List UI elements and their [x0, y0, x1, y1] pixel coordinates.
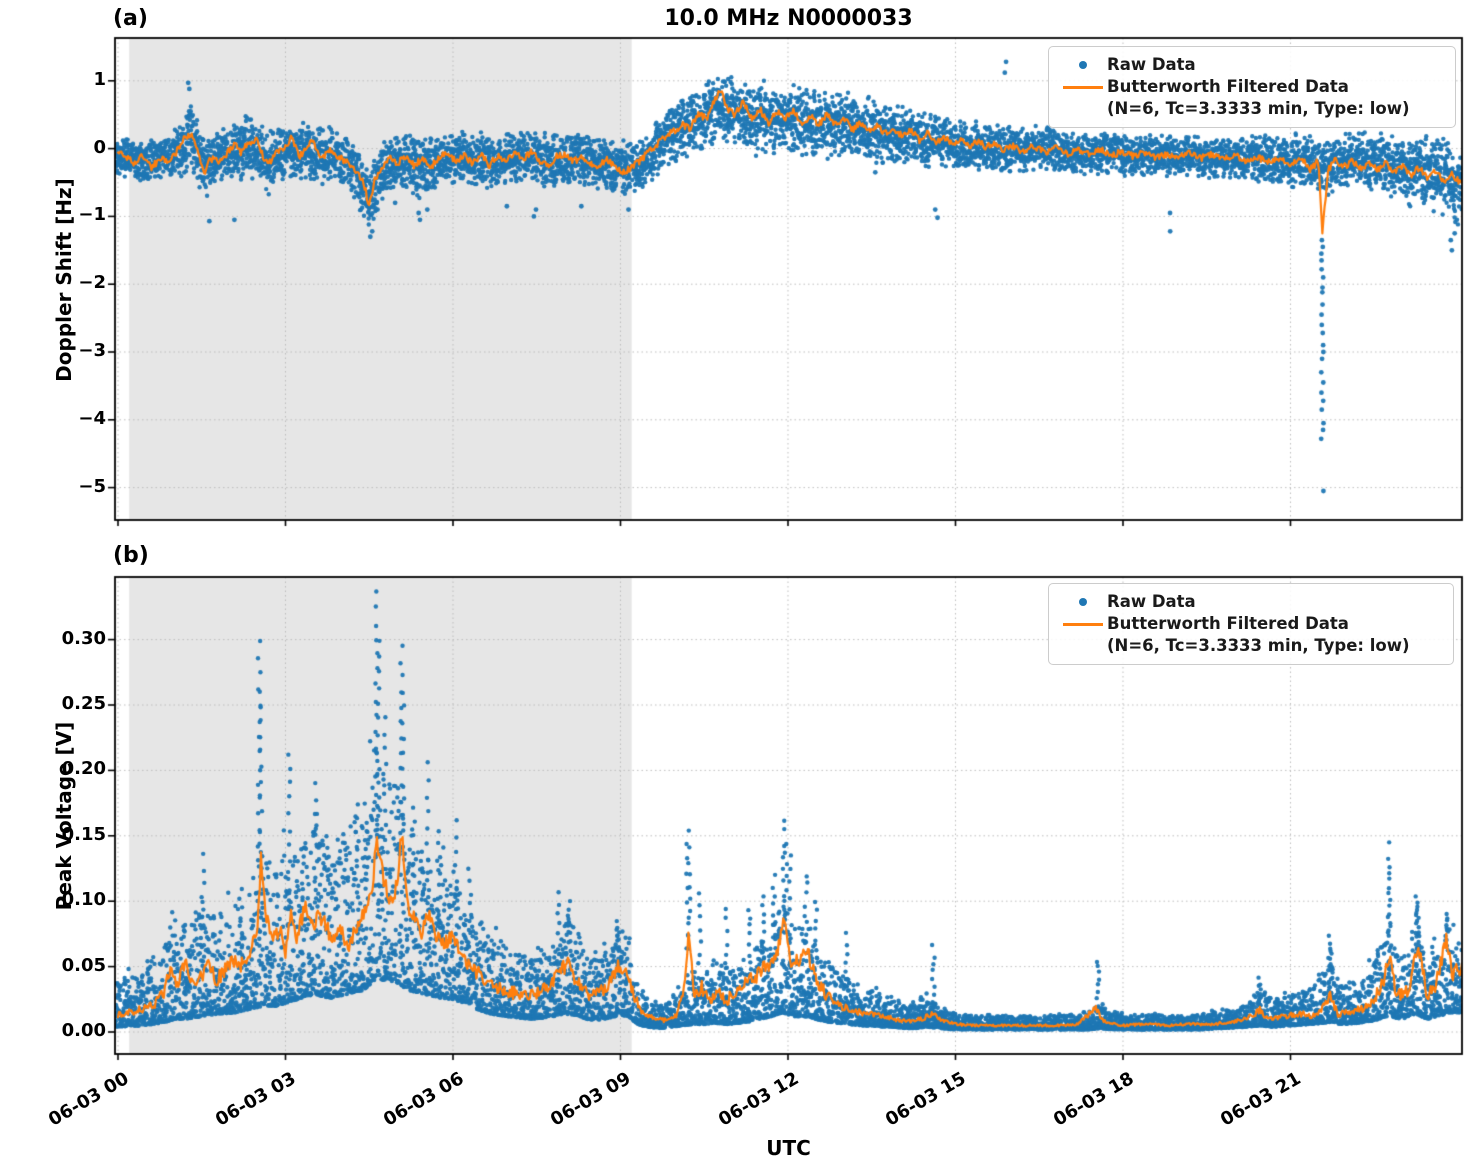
y-tick-label-b-0.30: 0.30 — [61, 627, 106, 649]
legend-entry-filtered: Butterworth Filtered Data (N=6, Tc=3.333… — [1059, 76, 1443, 120]
y-tick-label-a-−5: −5 — [78, 475, 106, 497]
legend-filtered-sublabel: (N=6, Tc=3.3333 min, Type: low) — [1107, 99, 1410, 118]
panel-a-label: (a) — [113, 6, 148, 31]
raw-data-marker-icon — [1059, 591, 1107, 613]
legend-panel-b: Raw Data Butterworth Filtered Data (N=6,… — [1048, 583, 1454, 665]
legend-raw-label: Raw Data — [1107, 592, 1196, 611]
legend-filtered-sublabel: (N=6, Tc=3.3333 min, Type: low) — [1107, 636, 1410, 655]
legend-entry-raw: Raw Data — [1059, 591, 1441, 613]
y-tick-label-a-−3: −3 — [78, 340, 106, 361]
legend-filtered-label: Butterworth Filtered Data — [1107, 614, 1349, 633]
y-tick-label-a-1: 1 — [93, 68, 106, 90]
x-axis-label: UTC — [766, 1136, 811, 1160]
y-tick-label-b-0.15: 0.15 — [61, 823, 106, 845]
y-tick-label-b-0.05: 0.05 — [61, 954, 106, 976]
panel-b-label: (b) — [113, 543, 149, 568]
y-tick-label-b-0.10: 0.10 — [61, 889, 106, 911]
legend-entry-raw: Raw Data — [1059, 54, 1443, 76]
y-tick-label-b-0.25: 0.25 — [61, 693, 106, 714]
y-tick-label-a-0: 0 — [93, 136, 106, 158]
y-tick-label-a-−4: −4 — [78, 407, 106, 429]
legend-entry-filtered: Butterworth Filtered Data (N=6, Tc=3.333… — [1059, 613, 1441, 657]
y-tick-label-a-−1: −1 — [78, 204, 106, 226]
legend-panel-a: Raw Data Butterworth Filtered Data (N=6,… — [1048, 46, 1456, 128]
filtered-line-marker-icon — [1059, 613, 1107, 635]
y-tick-label-a-−2: −2 — [78, 272, 106, 294]
raw-data-marker-icon — [1059, 54, 1107, 76]
filtered-line-marker-icon — [1059, 76, 1107, 98]
legend-raw-label: Raw Data — [1107, 55, 1196, 74]
legend-filtered-label: Butterworth Filtered Data — [1107, 77, 1349, 96]
y-tick-label-b-0.00: 0.00 — [61, 1020, 106, 1041]
y-tick-label-b-0.20: 0.20 — [61, 758, 106, 780]
figure-title: 10.0 MHz N0000033 — [664, 6, 913, 31]
